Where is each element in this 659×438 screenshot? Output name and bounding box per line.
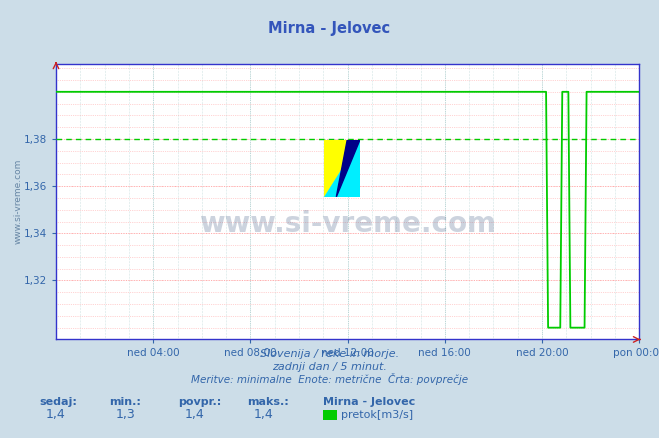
Text: www.si-vreme.com: www.si-vreme.com — [14, 159, 22, 244]
Text: pretok[m3/s]: pretok[m3/s] — [341, 410, 413, 420]
Polygon shape — [324, 140, 360, 197]
Text: min.:: min.: — [109, 397, 140, 407]
Text: povpr.:: povpr.: — [178, 397, 221, 407]
Text: zadnji dan / 5 minut.: zadnji dan / 5 minut. — [272, 362, 387, 372]
Text: sedaj:: sedaj: — [40, 397, 77, 407]
Text: maks.:: maks.: — [247, 397, 289, 407]
Text: www.si-vreme.com: www.si-vreme.com — [199, 209, 496, 237]
Text: Slovenija / reke in morje.: Slovenija / reke in morje. — [260, 349, 399, 359]
Text: 1,3: 1,3 — [115, 408, 135, 421]
Text: Meritve: minimalne  Enote: metrične  Črta: povprečje: Meritve: minimalne Enote: metrične Črta:… — [191, 373, 468, 385]
Text: Mirna - Jelovec: Mirna - Jelovec — [323, 397, 415, 407]
Polygon shape — [336, 140, 360, 197]
Text: 1,4: 1,4 — [185, 408, 204, 421]
Text: 1,4: 1,4 — [46, 408, 66, 421]
Text: Mirna - Jelovec: Mirna - Jelovec — [268, 21, 391, 36]
Polygon shape — [324, 140, 360, 197]
Text: 1,4: 1,4 — [254, 408, 273, 421]
